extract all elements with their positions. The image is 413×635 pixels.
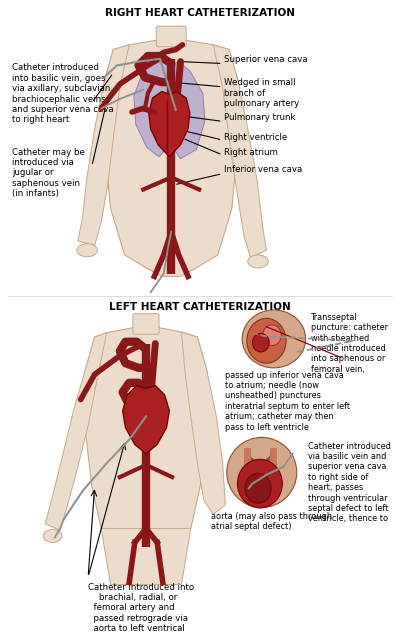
Text: RIGHT HEART CATHETERIZATION: RIGHT HEART CATHETERIZATION bbox=[105, 8, 295, 18]
Text: Inferior vena cava: Inferior vena cava bbox=[224, 166, 303, 175]
Ellipse shape bbox=[227, 438, 297, 507]
Polygon shape bbox=[45, 332, 107, 530]
Polygon shape bbox=[213, 45, 266, 258]
Polygon shape bbox=[78, 45, 129, 246]
Polygon shape bbox=[149, 91, 190, 157]
Polygon shape bbox=[104, 31, 238, 276]
Ellipse shape bbox=[242, 310, 306, 368]
Polygon shape bbox=[171, 62, 205, 159]
Text: Catheter may be
introduced via
jugular or
saphenous vein
(in infants): Catheter may be introduced via jugular o… bbox=[12, 147, 85, 198]
Ellipse shape bbox=[77, 244, 97, 257]
Text: Catheter introduced
into basilic vein, goes
via axillary, subclavian,
brachiocep: Catheter introduced into basilic vein, g… bbox=[12, 64, 114, 124]
Polygon shape bbox=[85, 318, 206, 549]
Polygon shape bbox=[134, 62, 173, 157]
Text: Catheter introduced into
    brachial, radial, or
  femoral artery and
  passed : Catheter introduced into brachial, radia… bbox=[88, 582, 194, 633]
Ellipse shape bbox=[248, 255, 268, 268]
Ellipse shape bbox=[252, 333, 269, 352]
Ellipse shape bbox=[245, 473, 271, 504]
FancyBboxPatch shape bbox=[156, 26, 186, 47]
Ellipse shape bbox=[247, 318, 286, 363]
Polygon shape bbox=[181, 332, 225, 514]
Ellipse shape bbox=[263, 325, 281, 345]
Text: passed up inferior vena cava
to atrium; needle (now
unsheathed) punctures
intera: passed up inferior vena cava to atrium; … bbox=[225, 371, 351, 432]
Text: Transseptal
puncture: catheter
with sheathed
needle introduced
into saphenous or: Transseptal puncture: catheter with shea… bbox=[311, 313, 388, 374]
Polygon shape bbox=[101, 528, 191, 584]
Text: aorta (may also pass through
atrial septal defect): aorta (may also pass through atrial sept… bbox=[211, 512, 332, 531]
Text: Right ventricle: Right ventricle bbox=[224, 133, 288, 142]
Text: Wedged in small
branch of
pulmonary artery: Wedged in small branch of pulmonary arte… bbox=[224, 79, 300, 108]
Text: Right atrium: Right atrium bbox=[224, 148, 278, 157]
Polygon shape bbox=[123, 385, 169, 454]
Text: Catheter introduced
via basilic vein and
superior vena cava
to right side of
hea: Catheter introduced via basilic vein and… bbox=[309, 441, 392, 523]
Ellipse shape bbox=[237, 459, 282, 508]
Text: LEFT HEART CATHETERIZATION: LEFT HEART CATHETERIZATION bbox=[109, 302, 291, 312]
FancyBboxPatch shape bbox=[133, 314, 159, 334]
Ellipse shape bbox=[43, 530, 62, 542]
Text: Superior vena cava: Superior vena cava bbox=[224, 55, 308, 64]
Text: Pulmonary trunk: Pulmonary trunk bbox=[224, 113, 296, 122]
